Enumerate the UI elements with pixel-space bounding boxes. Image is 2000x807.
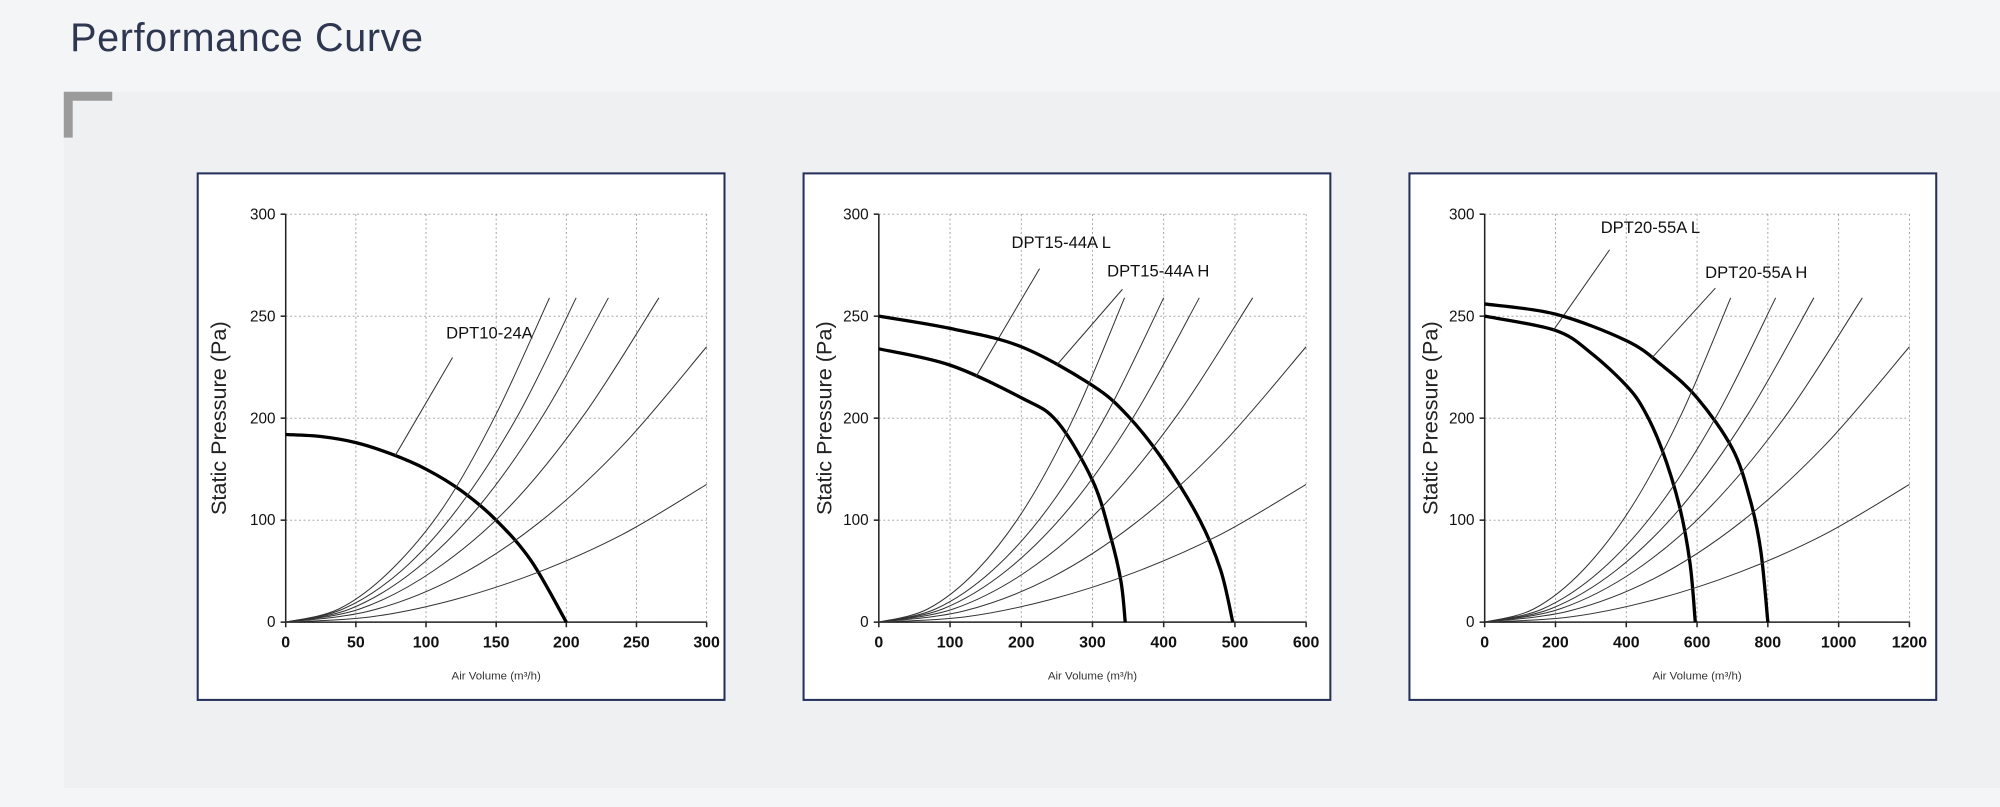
y-tick-label: 300 — [250, 206, 276, 223]
y-tick-label: 100 — [250, 512, 276, 529]
leader-line — [975, 268, 1041, 378]
y-tick-label: 0 — [860, 614, 869, 631]
fan-curve — [1484, 314, 1697, 623]
x-tick-label: 1200 — [1892, 635, 1928, 652]
system-curve — [1484, 346, 1910, 623]
system-curve — [1484, 297, 1777, 623]
curve-label: DPT15-44A L — [1012, 233, 1111, 252]
curve-label: DPT20-55A H — [1705, 263, 1807, 282]
y-tick-label: 100 — [843, 512, 869, 529]
system-curve — [878, 297, 1200, 623]
x-tick-label: 800 — [1755, 635, 1782, 652]
system-curve — [878, 297, 1125, 623]
x-tick-label: 100 — [937, 635, 964, 652]
fan-curve — [285, 432, 568, 623]
system-curve — [1484, 484, 1910, 623]
chart-frame — [1408, 172, 1938, 701]
x-tick-label: 200 — [1542, 635, 1569, 652]
x-tick-label: 500 — [1222, 635, 1249, 652]
x-tick-label: 0 — [874, 635, 883, 652]
y-tick-label: 100 — [1449, 512, 1475, 529]
fan-curve — [1484, 302, 1770, 623]
leader-line — [1651, 287, 1716, 359]
chart: 0 100 200 250 300 0 100 200 300 400 500 600 Air Volu… — [802, 172, 1332, 701]
x-axis-label: Air Volume (m³/h) — [1048, 671, 1137, 683]
system-curve — [285, 297, 609, 623]
y-tick-label: 0 — [267, 614, 276, 631]
system-curve — [285, 484, 707, 623]
system-curve — [1484, 297, 1732, 623]
x-tick-label: 600 — [1293, 635, 1320, 652]
chart: 0 100 200 250 300 0 50 100 150 200 250 300 Air Volum… — [196, 172, 726, 701]
x-tick-label: 300 — [693, 635, 720, 652]
system-curve — [285, 297, 550, 623]
x-axis-label: Air Volume (m³/h) — [1652, 671, 1741, 683]
system-curve — [878, 297, 1165, 623]
system-curve — [285, 297, 577, 623]
x-tick-label: 400 — [1613, 635, 1640, 652]
x-tick-label: 200 — [553, 635, 580, 652]
x-tick-label: 0 — [1480, 635, 1489, 652]
y-tick-label: 300 — [843, 206, 869, 223]
x-tick-label: 250 — [623, 635, 650, 652]
x-tick-label: 200 — [1008, 635, 1035, 652]
system-curve — [285, 346, 708, 623]
leader-line — [394, 357, 453, 456]
y-tick-label: 200 — [250, 410, 276, 427]
x-tick-label: 300 — [1079, 635, 1106, 652]
x-tick-label: 50 — [347, 635, 365, 652]
fan-curve — [878, 347, 1127, 623]
system-curve — [1484, 297, 1815, 623]
system-curve — [878, 346, 1307, 623]
system-curve — [878, 484, 1307, 623]
curve-label: DPT20-55A L — [1601, 218, 1700, 237]
curve-label: DPT10-24A — [446, 323, 534, 342]
x-tick-label: 150 — [483, 635, 510, 652]
page-title: Performance Curve — [70, 16, 424, 60]
y-axis-label: Static Pressure (Pa) — [1417, 321, 1442, 515]
y-tick-label: 300 — [1449, 206, 1475, 223]
y-tick-label: 250 — [1449, 308, 1475, 325]
system-curve — [285, 297, 660, 623]
chart: 0 100 200 250 300 0 200 400 600 800 1000 1200 Air Vo… — [1408, 172, 1938, 701]
system-curve — [878, 297, 1254, 623]
y-axis-label: Static Pressure (Pa) — [206, 321, 231, 515]
y-tick-label: 200 — [843, 410, 869, 427]
x-tick-label: 0 — [281, 635, 290, 652]
x-tick-label: 100 — [413, 635, 440, 652]
x-axis-label: Air Volume (m³/h) — [452, 671, 541, 683]
leader-line — [1055, 288, 1123, 367]
x-tick-label: 600 — [1684, 635, 1711, 652]
x-tick-label: 1000 — [1821, 635, 1857, 652]
y-tick-label: 200 — [1449, 410, 1475, 427]
fan-curve — [878, 314, 1235, 623]
chart-frame — [196, 172, 726, 701]
curve-label: DPT15-44A H — [1107, 262, 1209, 281]
y-tick-label: 0 — [1466, 614, 1475, 631]
system-curve — [1484, 297, 1863, 623]
x-tick-label: 400 — [1150, 635, 1177, 652]
corner-mark — [63, 91, 113, 138]
y-tick-label: 250 — [843, 308, 869, 325]
y-axis-label: Static Pressure (Pa) — [812, 321, 837, 515]
y-tick-label: 250 — [250, 308, 276, 325]
